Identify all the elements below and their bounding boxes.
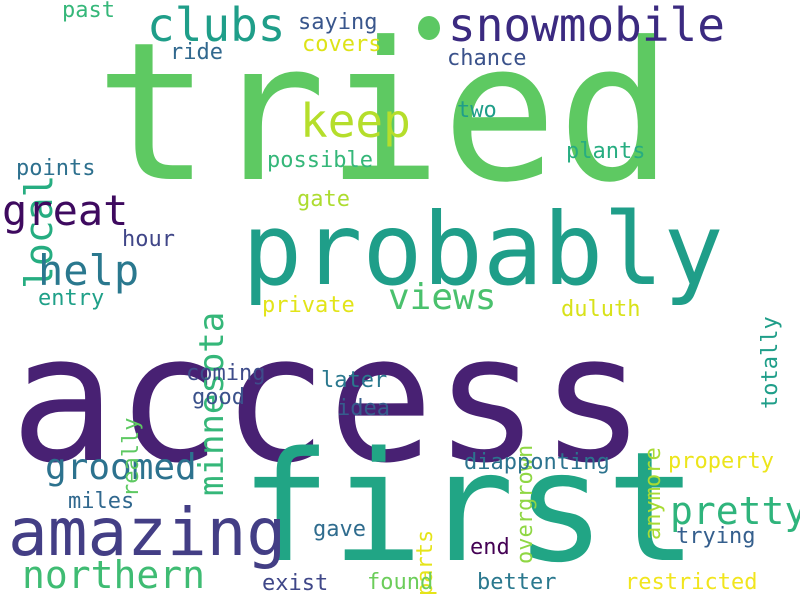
word-covers: covers xyxy=(302,32,382,57)
word-views: views xyxy=(388,277,497,318)
word-keep: keep xyxy=(300,94,411,148)
word-probably: probably xyxy=(242,191,724,308)
word-possible: possible xyxy=(267,148,373,173)
word-help: help xyxy=(38,246,140,295)
word-amazing: amazing xyxy=(8,494,287,571)
word-saying: saying xyxy=(298,10,378,35)
word-groomed: groomed xyxy=(45,447,197,488)
word-property: property xyxy=(668,449,774,474)
word-first: first xyxy=(240,419,698,596)
word-restricted: restricted xyxy=(625,570,758,595)
word-access: access xyxy=(10,297,646,502)
word-totally: totally xyxy=(758,316,783,409)
word-duluth: duluth xyxy=(561,297,641,322)
word-entry: entry xyxy=(38,286,105,311)
word-ride: ride xyxy=(170,40,223,65)
word-tried: tried xyxy=(95,2,673,225)
word-private: private xyxy=(262,293,355,318)
word-pretty: pretty xyxy=(670,489,800,533)
word-past: past xyxy=(62,0,115,23)
word-diapponting: diapponting xyxy=(464,450,610,475)
word-end: end xyxy=(470,535,510,560)
word-coming: coming xyxy=(186,361,266,386)
word-plants: plants xyxy=(566,139,646,164)
word-miles: miles xyxy=(68,489,135,514)
word-exist: exist xyxy=(262,571,329,596)
word-clubs: clubs xyxy=(147,0,286,52)
word-points: points xyxy=(16,156,96,181)
word-great: great xyxy=(2,186,129,235)
word-found: found xyxy=(367,570,434,595)
word-idea: idea xyxy=(337,396,390,421)
word-chance: chance xyxy=(447,46,527,71)
word-northern: northern xyxy=(22,553,206,597)
word-really: really xyxy=(119,418,144,498)
word-hour: hour xyxy=(122,227,175,252)
dot-mark xyxy=(418,16,440,40)
word-gate: gate xyxy=(297,187,350,212)
word-snowmobile: snowmobile xyxy=(448,0,725,52)
word-gave: gave xyxy=(313,517,366,542)
word-later: later xyxy=(321,368,388,393)
word-good: good xyxy=(192,385,245,410)
word-trying: trying xyxy=(676,524,756,549)
word-better: better xyxy=(477,570,557,595)
word-anymore: anymore xyxy=(641,447,666,540)
word-two: two xyxy=(457,98,497,123)
